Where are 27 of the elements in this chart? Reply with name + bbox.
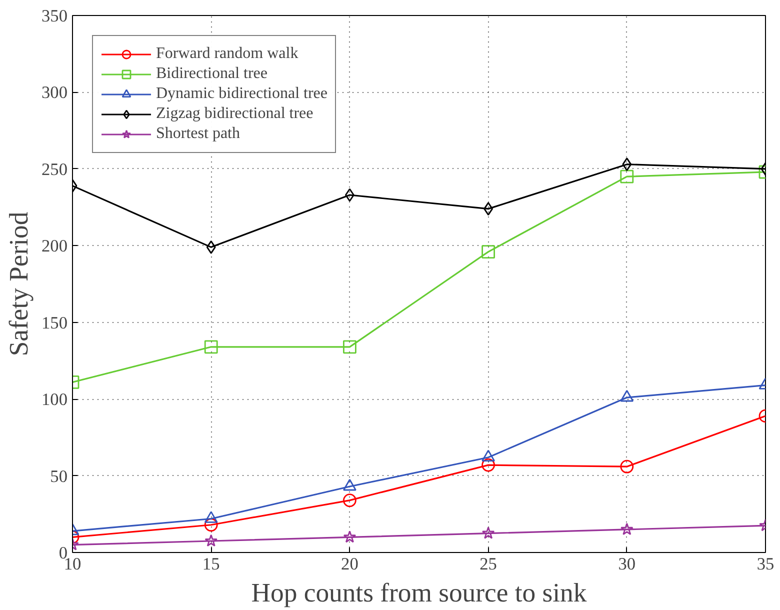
x-tick-label: 15 xyxy=(202,554,220,574)
x-tick-label: 35 xyxy=(756,554,774,574)
point xyxy=(482,245,495,258)
point xyxy=(482,450,495,462)
y-tick-label: 150 xyxy=(42,313,68,332)
point xyxy=(343,478,356,491)
legend-label: Bidirectional tree xyxy=(156,65,268,83)
legend-label: Dynamic bidirectional tree xyxy=(156,85,328,103)
x-tick-label: 25 xyxy=(480,554,497,574)
point xyxy=(343,340,356,354)
point xyxy=(343,494,356,508)
legend-label: Zigzag bidirectional tree xyxy=(156,105,314,123)
point xyxy=(343,530,356,543)
y-tick-label: 350 xyxy=(42,6,68,26)
point xyxy=(482,526,495,539)
y-tick-label: 200 xyxy=(42,236,68,256)
y-tick-label: 50 xyxy=(50,466,68,486)
x-axis-title: Hop counts from source to sink xyxy=(251,578,588,608)
y-axis-title: Safety Period xyxy=(4,212,34,356)
x-tick-label: 20 xyxy=(341,554,358,574)
legend-label: Shortest path xyxy=(156,125,240,143)
y-tick-label: 300 xyxy=(42,83,68,102)
y-tick-label: 100 xyxy=(42,390,68,410)
legend-label: Forward random walk xyxy=(156,45,298,63)
x-tick-label: 30 xyxy=(618,554,636,574)
point xyxy=(482,458,495,472)
y-tick-label: 250 xyxy=(42,160,68,179)
